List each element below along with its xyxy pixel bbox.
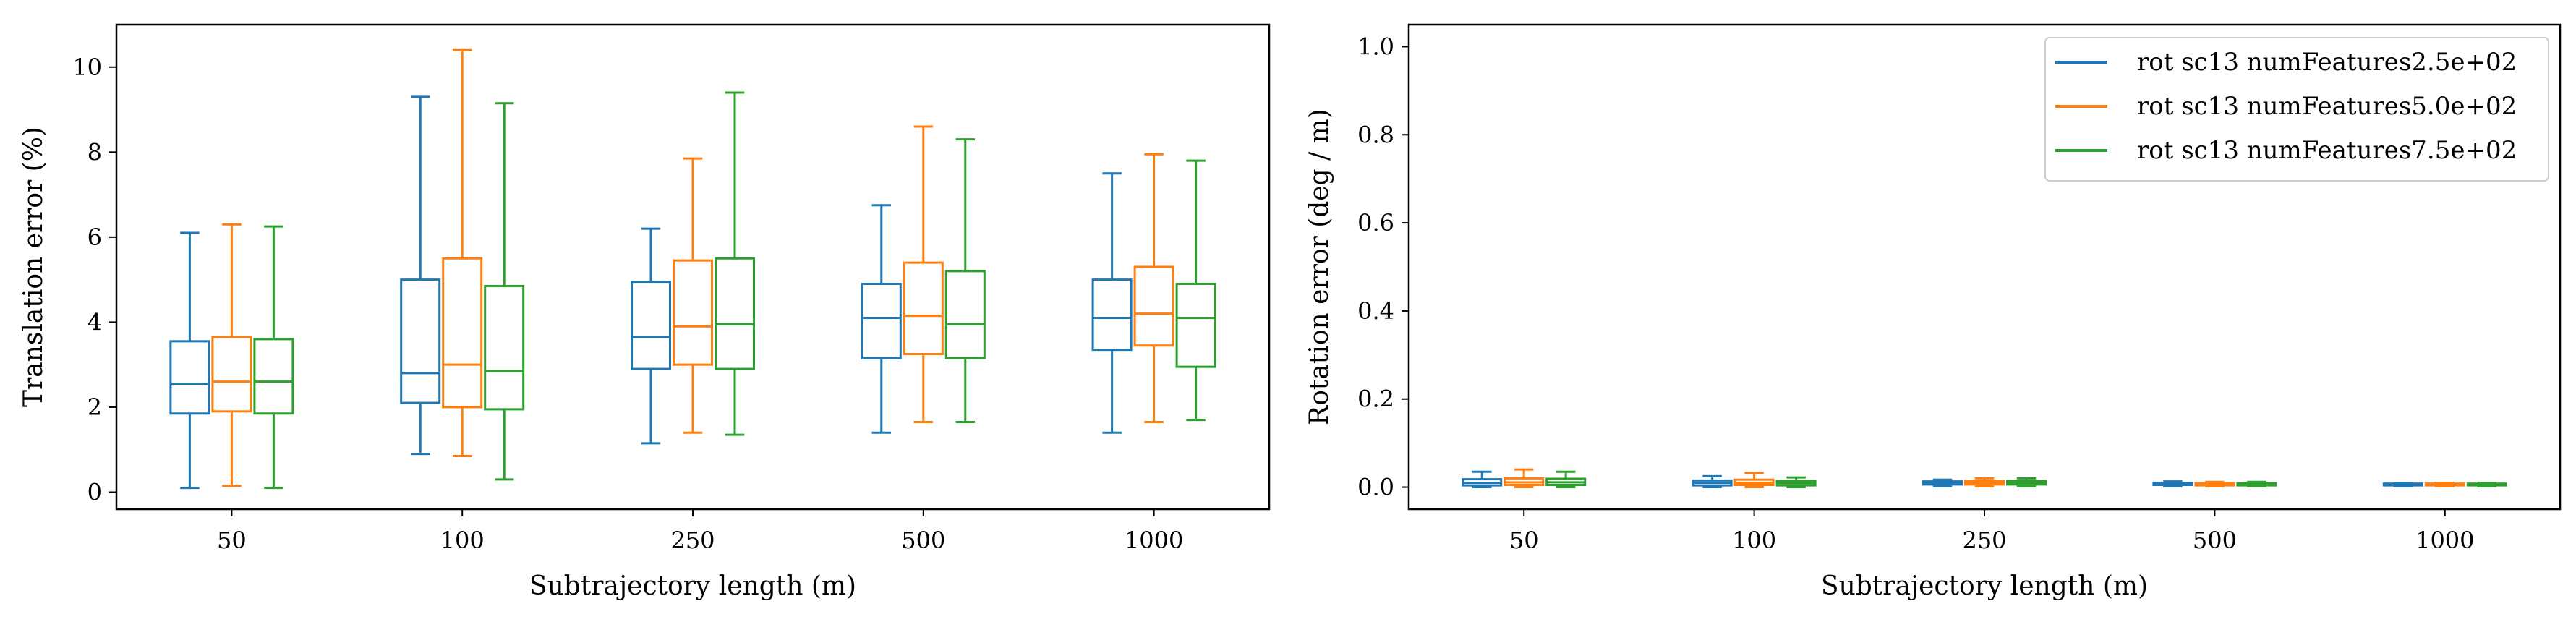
y-axis-label: Rotation error (deg / m) <box>1305 108 1334 425</box>
y-tick-label: 0 <box>88 478 102 506</box>
box-marks <box>1462 468 2507 489</box>
x-ticks: 50 100 250 500 1000 <box>1509 509 2475 554</box>
box-iqr <box>253 338 294 415</box>
legend-frame <box>2044 37 2549 182</box>
legend-label: rot sc13 numFeatures2.5e+02 <box>2137 48 2517 77</box>
y-tick-label: 0.4 <box>1357 297 1394 325</box>
box-250-series-2 <box>2006 477 2047 487</box>
legend: rot sc13 numFeatures2.5e+02 rot sc13 numF… <box>2044 37 2549 182</box>
x-ticks: 50 100 250 500 1000 <box>217 509 1183 554</box>
x-tick-label: 50 <box>1509 527 1539 554</box>
box-250-series-1 <box>673 157 713 434</box>
x-tick-label: 1000 <box>1125 527 1183 554</box>
box-50-series-0 <box>1462 470 1503 489</box>
x-axis-label: Subtrajectory length (m) <box>529 571 856 601</box>
box-250-series-2 <box>715 91 755 436</box>
box-iqr <box>903 261 944 355</box>
translation-error-panel: 0 2 4 6 8 10 50 100 250 500 1000 Subtrajectory le… <box>19 23 1271 601</box>
box-iqr <box>1175 283 1216 368</box>
x-tick-label: 500 <box>2193 527 2237 554</box>
box-100-series-0 <box>1692 474 1733 489</box>
box-1000-series-1 <box>2424 481 2465 487</box>
x-tick-label: 500 <box>901 527 945 554</box>
box-iqr <box>1133 265 1174 347</box>
box-100-series-1 <box>442 48 483 458</box>
box-1000-series-0 <box>2382 481 2423 487</box>
box-iqr <box>484 284 525 411</box>
box-iqr <box>169 340 210 415</box>
box-1000-series-0 <box>1091 172 1133 434</box>
box-iqr <box>861 283 902 359</box>
x-tick-label: 250 <box>670 527 715 554</box>
x-axis-label: Subtrajectory length (m) <box>1821 571 2148 601</box>
box-iqr <box>944 270 986 359</box>
y-tick-label: 6 <box>88 223 102 251</box>
box-1000-series-2 <box>2466 481 2507 487</box>
box-50-series-1 <box>1504 468 1545 489</box>
box-100-series-0 <box>400 95 441 456</box>
y-tick-label: 1.0 <box>1357 33 1394 60</box>
box-50-series-0 <box>169 231 210 490</box>
box-250-series-0 <box>631 227 671 445</box>
box-250-series-1 <box>1964 477 2005 487</box>
box-1000-series-2 <box>1175 159 1216 422</box>
x-tick-label: 50 <box>217 527 247 554</box>
box-500-series-1 <box>903 125 944 424</box>
box-iqr <box>400 278 441 404</box>
box-100-series-2 <box>484 102 525 481</box>
box-iqr <box>211 336 252 413</box>
box-iqr <box>715 257 755 370</box>
y-tick-label: 0.8 <box>1357 121 1394 148</box>
x-tick-label: 100 <box>440 527 485 554</box>
y-tick-label: 0.6 <box>1357 209 1394 237</box>
x-tick-label: 1000 <box>2415 527 2474 554</box>
y-tick-label: 0.2 <box>1357 385 1394 413</box>
box-500-series-0 <box>2152 480 2193 487</box>
box-1000-series-1 <box>1133 153 1174 424</box>
rotation-error-panel: 0.0 0.2 0.4 0.6 0.8 1.0 50 100 250 500 1000 Subtr… <box>1305 23 2562 601</box>
legend-label: rot sc13 numFeatures7.5e+02 <box>2137 136 2517 165</box>
box-50-series-2 <box>253 225 294 490</box>
box-iqr <box>673 259 713 366</box>
legend-label: rot sc13 numFeatures5.0e+02 <box>2137 92 2517 121</box>
box-250-series-0 <box>1922 478 1963 487</box>
box-100-series-1 <box>1733 472 1775 489</box>
y-axis-label: Translation error (%) <box>19 127 48 407</box>
y-tick-label: 2 <box>88 393 102 421</box>
box-500-series-0 <box>861 204 902 434</box>
x-tick-label: 100 <box>1732 527 1776 554</box>
box-100-series-2 <box>1775 476 1817 489</box>
x-tick-label: 250 <box>1962 527 2006 554</box>
box-500-series-2 <box>944 138 986 424</box>
box-50-series-1 <box>211 223 252 487</box>
y-ticks: 0.0 0.2 0.4 0.6 0.8 1.0 <box>1357 33 1409 501</box>
box-500-series-1 <box>2194 480 2235 487</box>
y-tick-label: 4 <box>88 308 102 336</box>
box-iqr <box>442 257 483 409</box>
y-tick-label: 8 <box>88 138 102 166</box>
box-iqr <box>631 281 671 370</box>
y-ticks: 0 2 4 6 8 10 <box>72 54 116 506</box>
box-500-series-2 <box>2236 480 2277 487</box>
legend-items: rot sc13 numFeatures2.5e+02 rot sc13 numF… <box>2055 48 2517 165</box>
y-tick-label: 0.0 <box>1357 474 1394 501</box>
box-marks <box>169 48 1216 490</box>
box-50-series-2 <box>1545 470 1587 489</box>
plot-area-frame <box>115 23 1271 511</box>
y-tick-label: 10 <box>72 54 102 81</box>
box-iqr <box>1091 278 1133 352</box>
